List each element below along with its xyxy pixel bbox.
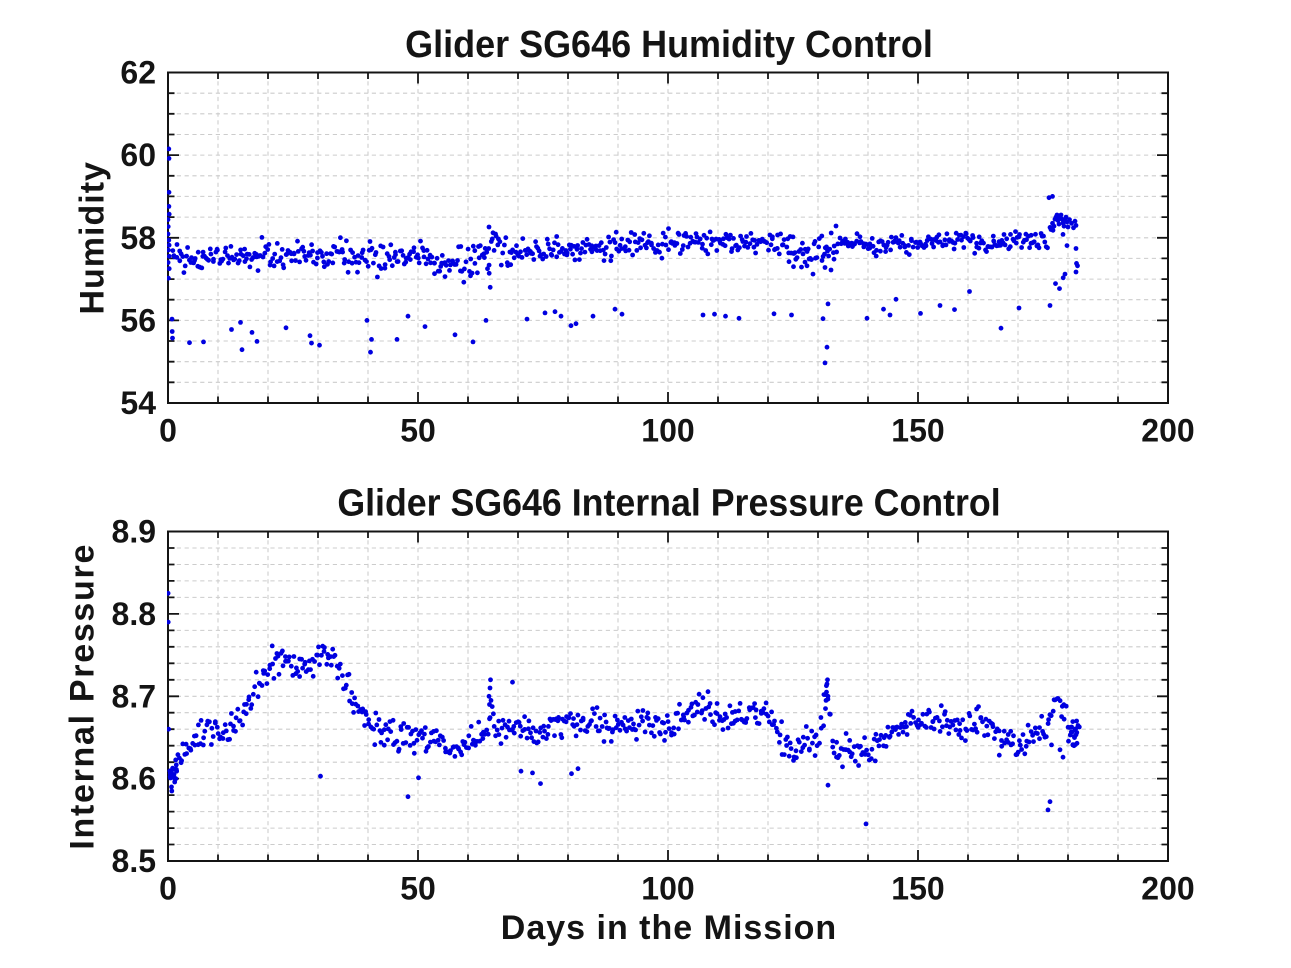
svg-text:8.8: 8.8 (112, 596, 156, 632)
svg-text:8.9: 8.9 (112, 514, 156, 550)
svg-text:Glider SG646 Humidity Control: Glider SG646 Humidity Control (405, 23, 933, 65)
svg-text:0: 0 (159, 870, 177, 906)
svg-text:150: 150 (891, 870, 944, 906)
svg-text:58: 58 (120, 220, 156, 256)
svg-text:Glider SG646 Internal Pressure: Glider SG646 Internal Pressure Control (337, 482, 1000, 524)
svg-text:60: 60 (120, 137, 156, 173)
svg-text:Internal Pressure: Internal Pressure (64, 543, 102, 850)
svg-text:100: 100 (641, 870, 694, 906)
svg-text:56: 56 (120, 302, 156, 338)
svg-text:Days in the Mission: Days in the Mission (501, 909, 837, 947)
svg-text:8.5: 8.5 (112, 843, 156, 879)
svg-text:200: 200 (1141, 870, 1194, 906)
svg-text:50: 50 (400, 870, 436, 906)
svg-text:54: 54 (120, 385, 156, 421)
svg-text:50: 50 (400, 412, 436, 448)
svg-text:Humidity: Humidity (74, 161, 112, 314)
svg-text:8.6: 8.6 (112, 761, 156, 797)
svg-text:8.7: 8.7 (112, 678, 156, 714)
svg-text:62: 62 (120, 55, 156, 91)
svg-text:150: 150 (891, 412, 944, 448)
svg-text:100: 100 (641, 412, 694, 448)
svg-text:0: 0 (159, 412, 177, 448)
svg-text:200: 200 (1141, 412, 1194, 448)
